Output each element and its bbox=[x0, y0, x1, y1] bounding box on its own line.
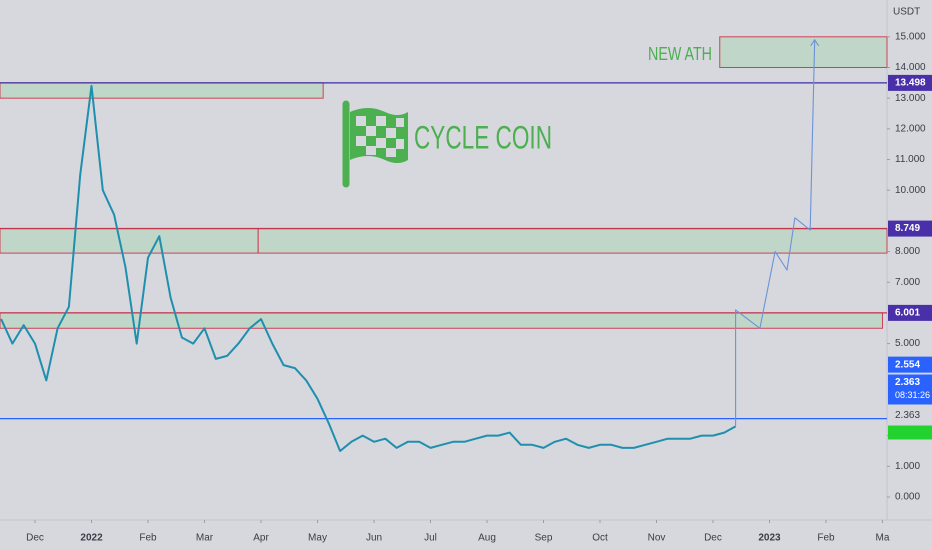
price-badge bbox=[888, 304, 932, 321]
zone bbox=[0, 228, 259, 254]
y-tick-label: 14.000 bbox=[895, 62, 926, 73]
y-tick-label: 11.000 bbox=[895, 154, 925, 165]
x-tick-label: Jul bbox=[424, 533, 437, 544]
y-tick-label: 0.000 bbox=[895, 492, 920, 503]
current-badge bbox=[888, 425, 932, 440]
x-tick-label: Feb bbox=[817, 533, 835, 544]
axis-unit: USDT bbox=[893, 7, 920, 18]
y-tick-label: 12.000 bbox=[895, 123, 926, 134]
price-line bbox=[0, 84, 737, 452]
x-tick-label: 2022 bbox=[80, 533, 103, 544]
countdown: 08:31:26 bbox=[895, 390, 930, 400]
x-tick-label: Aug bbox=[478, 533, 496, 544]
y-tick-label: 1.000 bbox=[895, 461, 920, 472]
y-tick-label: 13.000 bbox=[895, 93, 926, 104]
x-tick-label: 2023 bbox=[758, 533, 781, 544]
y-tick-label: 8.000 bbox=[895, 246, 920, 257]
y-tick-label: 10.000 bbox=[895, 185, 926, 196]
annotation: NEW ATH bbox=[648, 44, 712, 64]
y-tick-label: 7.000 bbox=[895, 277, 920, 288]
flag-checks bbox=[356, 116, 404, 157]
zone bbox=[257, 228, 888, 254]
x-tick-label: Mar bbox=[196, 533, 214, 544]
logo-text: CYCLE COIN bbox=[414, 119, 552, 155]
last-price-badge bbox=[888, 374, 932, 405]
x-tick-label: Feb bbox=[139, 533, 157, 544]
price-badge-label: 6.001 bbox=[895, 308, 920, 319]
zone bbox=[0, 82, 324, 99]
y-tick-label: 15.000 bbox=[895, 31, 926, 42]
price-badge bbox=[888, 74, 932, 91]
last-price-label: 2.363 bbox=[895, 377, 920, 388]
zone bbox=[719, 36, 888, 68]
price-badge-label: 8.749 bbox=[895, 223, 920, 234]
x-tick-label: May bbox=[308, 533, 327, 544]
x-tick-label: Nov bbox=[648, 533, 666, 544]
price-badge-label: 2.554 bbox=[895, 359, 920, 370]
logo: CYCLE COIN bbox=[342, 100, 552, 188]
x-tick-label: Ma bbox=[876, 533, 890, 544]
last-price-plain: 2.363 bbox=[895, 410, 920, 421]
projection-line bbox=[735, 39, 816, 427]
plot-area bbox=[0, 36, 888, 452]
x-tick-label: Jun bbox=[366, 533, 382, 544]
x-tick-label: Oct bbox=[592, 533, 608, 544]
x-tick-label: Apr bbox=[253, 533, 269, 544]
x-tick-label: Dec bbox=[26, 533, 44, 544]
price-badge-label: 13.498 bbox=[895, 78, 926, 89]
price-badge bbox=[888, 220, 932, 237]
x-tick-label: Dec bbox=[704, 533, 722, 544]
arrow-head bbox=[810, 38, 820, 47]
price-badge bbox=[888, 356, 932, 373]
x-tick-label: Sep bbox=[535, 533, 553, 544]
y-tick-label: 5.000 bbox=[895, 338, 920, 349]
